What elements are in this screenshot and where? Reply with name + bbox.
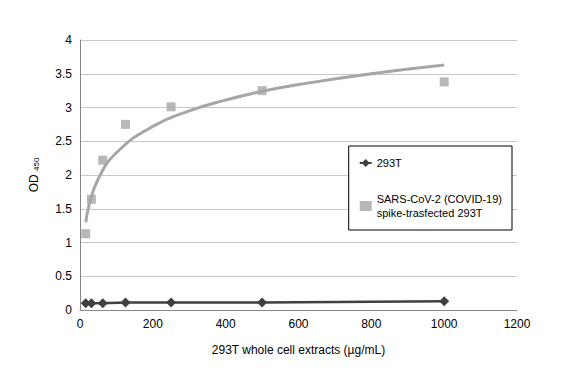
svg-text:3.5: 3.5	[55, 67, 72, 81]
svg-text:3: 3	[65, 101, 72, 115]
svg-text:293T whole cell extracts (µg/m: 293T whole cell extracts (µg/mL)	[212, 343, 385, 357]
svg-text:2: 2	[65, 168, 72, 182]
svg-text:SARS-CoV-2 (COVID-19): SARS-CoV-2 (COVID-19)	[377, 193, 502, 205]
svg-text:OD: OD	[27, 174, 41, 192]
svg-text:450: 450	[32, 157, 41, 171]
svg-text:spike-trasfected 293T: spike-trasfected 293T	[377, 207, 483, 219]
svg-text:1.5: 1.5	[55, 202, 72, 216]
svg-text:1: 1	[65, 236, 72, 250]
svg-text:0: 0	[65, 303, 72, 317]
svg-text:0.5: 0.5	[55, 269, 72, 283]
svg-text:200: 200	[143, 317, 163, 331]
svg-text:600: 600	[288, 317, 308, 331]
svg-text:800: 800	[361, 317, 381, 331]
svg-text:1200: 1200	[504, 317, 531, 331]
svg-text:1000: 1000	[431, 317, 458, 331]
svg-text:293T: 293T	[377, 157, 402, 169]
svg-text:2.5: 2.5	[55, 134, 72, 148]
svg-text:4: 4	[65, 33, 72, 47]
svg-text:0: 0	[77, 317, 84, 331]
svg-text:400: 400	[216, 317, 236, 331]
